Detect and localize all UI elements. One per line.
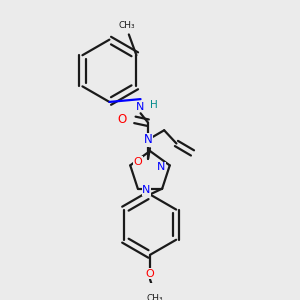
Text: N: N	[142, 185, 151, 196]
Text: N: N	[157, 162, 165, 172]
Text: N: N	[144, 133, 152, 146]
Text: CH₃: CH₃	[146, 294, 163, 300]
Text: O: O	[134, 157, 142, 166]
Text: O: O	[117, 113, 126, 126]
Text: CH₃: CH₃	[118, 20, 135, 29]
Text: H: H	[150, 100, 158, 110]
Text: N: N	[136, 102, 145, 112]
Text: O: O	[146, 269, 154, 279]
